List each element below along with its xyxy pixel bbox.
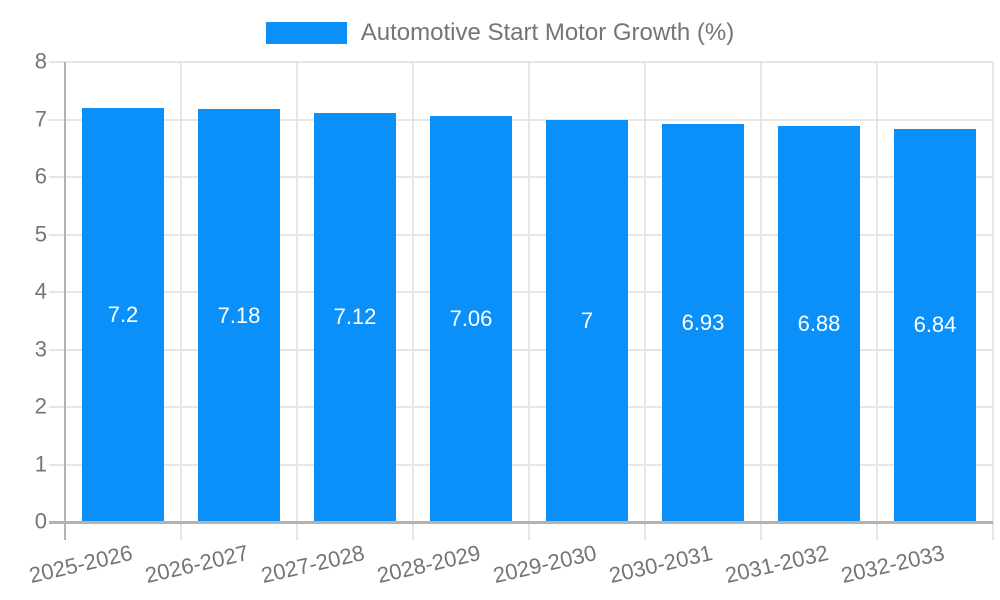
bar[interactable] (546, 119, 628, 522)
bar-value-label: 7.12 (333, 304, 377, 330)
x-category-label: 2027-2028 (258, 540, 367, 589)
v-gridline (760, 62, 762, 522)
y-tick-label: 7 (34, 106, 47, 132)
y-tick-label: 1 (34, 451, 47, 477)
x-tick (876, 522, 878, 540)
y-tick (49, 406, 65, 408)
y-tick-label: 4 (34, 278, 47, 304)
v-gridline (296, 62, 298, 522)
bar[interactable] (82, 108, 164, 522)
bar-value-label: 7 (580, 307, 594, 333)
bar[interactable] (198, 109, 280, 522)
y-tick-label: 2 (34, 393, 47, 419)
legend-swatch-icon (265, 22, 347, 44)
y-tick-label: 6 (34, 163, 47, 189)
x-category-label: 2025-2026 (26, 540, 135, 589)
x-category-label: 2032-2033 (838, 540, 947, 589)
y-tick (49, 118, 65, 121)
x-tick (760, 522, 762, 540)
y-tick-label: 8 (34, 48, 47, 74)
x-tick (528, 522, 530, 540)
v-gridline (412, 62, 414, 522)
y-tick-label: 0 (34, 508, 47, 534)
y-tick (49, 61, 65, 63)
y-tick (49, 291, 65, 293)
v-gridline (180, 62, 182, 522)
x-tick (992, 522, 994, 540)
v-gridline (644, 62, 646, 522)
bar[interactable] (430, 116, 512, 522)
x-axis-line (49, 521, 993, 524)
v-gridline (992, 62, 994, 522)
v-gridline (528, 62, 530, 522)
y-tick (49, 348, 65, 351)
y-tick-label: 5 (34, 221, 47, 247)
y-tick (49, 463, 65, 466)
bar[interactable] (778, 126, 860, 522)
bar-value-label: 7.2 (107, 302, 139, 327)
y-axis-line (64, 62, 66, 540)
x-category-label: 2026-2027 (142, 540, 251, 589)
x-tick (180, 522, 182, 540)
bar-value-label: 6.88 (797, 311, 841, 337)
x-category-label: 2028-2029 (374, 540, 483, 589)
legend-label: Automotive Start Motor Growth (%) (360, 19, 735, 46)
x-tick (296, 522, 298, 540)
bar-value-label: 6.84 (913, 312, 957, 338)
x-category-label: 2031-2032 (722, 540, 831, 589)
y-tick-label: 3 (34, 336, 47, 362)
chart-legend[interactable]: Automotive Start Motor Growth (%) (0, 19, 1000, 47)
x-category-label: 2029-2030 (490, 540, 599, 589)
bar-value-label: 6.93 (681, 309, 725, 335)
bar-value-label: 7.06 (449, 306, 493, 332)
bar[interactable] (314, 112, 396, 522)
v-gridline (876, 62, 878, 522)
y-tick (49, 233, 65, 236)
y-tick (49, 176, 65, 178)
x-tick (644, 522, 646, 540)
x-tick (412, 522, 414, 540)
x-category-label: 2030-2031 (606, 540, 715, 589)
bar[interactable] (894, 128, 976, 522)
bar[interactable] (662, 123, 744, 522)
bar-value-label: 7.18 (217, 302, 261, 328)
